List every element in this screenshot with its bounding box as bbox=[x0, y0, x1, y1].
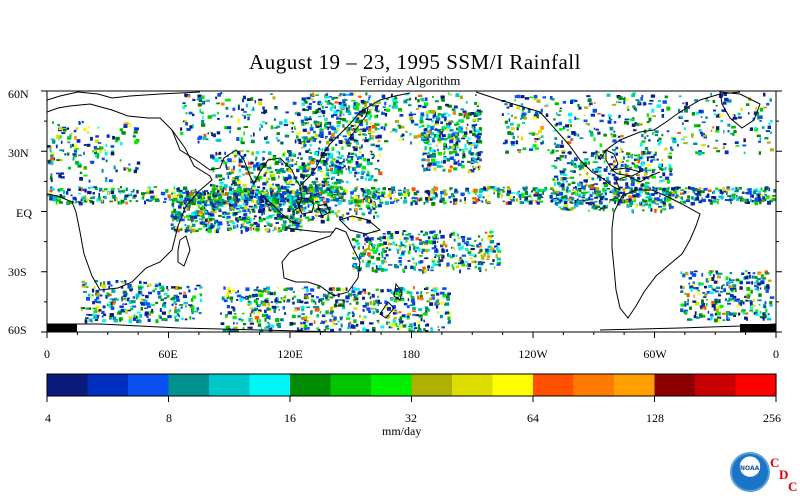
colorbar-swatch bbox=[128, 374, 170, 396]
rainfall-layer bbox=[47, 92, 776, 332]
lat-label-60s: 60S bbox=[8, 323, 27, 337]
colorbar-swatch bbox=[290, 374, 332, 396]
colorbar-swatch bbox=[371, 374, 413, 396]
lon-label-120e: 120E bbox=[277, 347, 303, 361]
lat-label-30n: 30N bbox=[8, 146, 29, 160]
colorbar-swatch bbox=[249, 374, 291, 396]
lon-label-60w: 60W bbox=[643, 347, 667, 361]
colorbar-label-16: 16 bbox=[284, 411, 296, 425]
colorbar-swatch bbox=[735, 374, 777, 396]
colorbar-swatch bbox=[573, 374, 615, 396]
lon-label-120w: 120W bbox=[518, 347, 548, 361]
cdc-letter-c1: C bbox=[770, 455, 780, 470]
lon-label-60e: 60E bbox=[158, 347, 178, 361]
colorbar-label-4: 4 bbox=[45, 411, 51, 425]
colorbar-swatch bbox=[695, 374, 737, 396]
lon-label-0-east: 0 bbox=[773, 347, 779, 361]
colorbar-label-256: 256 bbox=[763, 411, 781, 425]
lat-label-eq: EQ bbox=[16, 206, 32, 220]
colorbar-swatch bbox=[533, 374, 575, 396]
lat-label-30s: 30S bbox=[8, 265, 27, 279]
lat-label-60n: 60N bbox=[8, 87, 29, 101]
cdc-letter-d: D bbox=[779, 467, 789, 482]
colorbar-swatch bbox=[411, 374, 453, 396]
colorbar-swatch bbox=[168, 374, 210, 396]
colorbar-label-128: 128 bbox=[646, 411, 664, 425]
noaa-logo: NOAA bbox=[730, 452, 770, 492]
colorbar-swatch bbox=[330, 374, 372, 396]
colorbar-units: mm/day bbox=[382, 424, 422, 438]
colorbar-swatch bbox=[452, 374, 494, 396]
cdc-letter-c2: C bbox=[788, 479, 798, 494]
colorbar-swatch bbox=[209, 374, 251, 396]
colorbar-label-64: 64 bbox=[527, 411, 539, 425]
colorbar-label-32: 32 bbox=[405, 411, 417, 425]
map-subtitle: Ferriday Algorithm bbox=[359, 73, 461, 88]
colorbar-swatch bbox=[492, 374, 534, 396]
colorbar bbox=[46, 373, 777, 402]
lon-label-0: 0 bbox=[44, 347, 50, 361]
colorbar-swatch bbox=[87, 374, 129, 396]
colorbar-swatch bbox=[47, 374, 89, 396]
colorbar-swatch bbox=[654, 374, 696, 396]
coastlines bbox=[47, 91, 776, 332]
noaa-logo-text: NOAA bbox=[740, 465, 760, 472]
colorbar-label-8: 8 bbox=[166, 411, 172, 425]
colorbar-swatch bbox=[614, 374, 656, 396]
lon-label-180: 180 bbox=[402, 347, 420, 361]
map-title: August 19 – 23, 1995 SSM/I Rainfall bbox=[249, 50, 581, 74]
